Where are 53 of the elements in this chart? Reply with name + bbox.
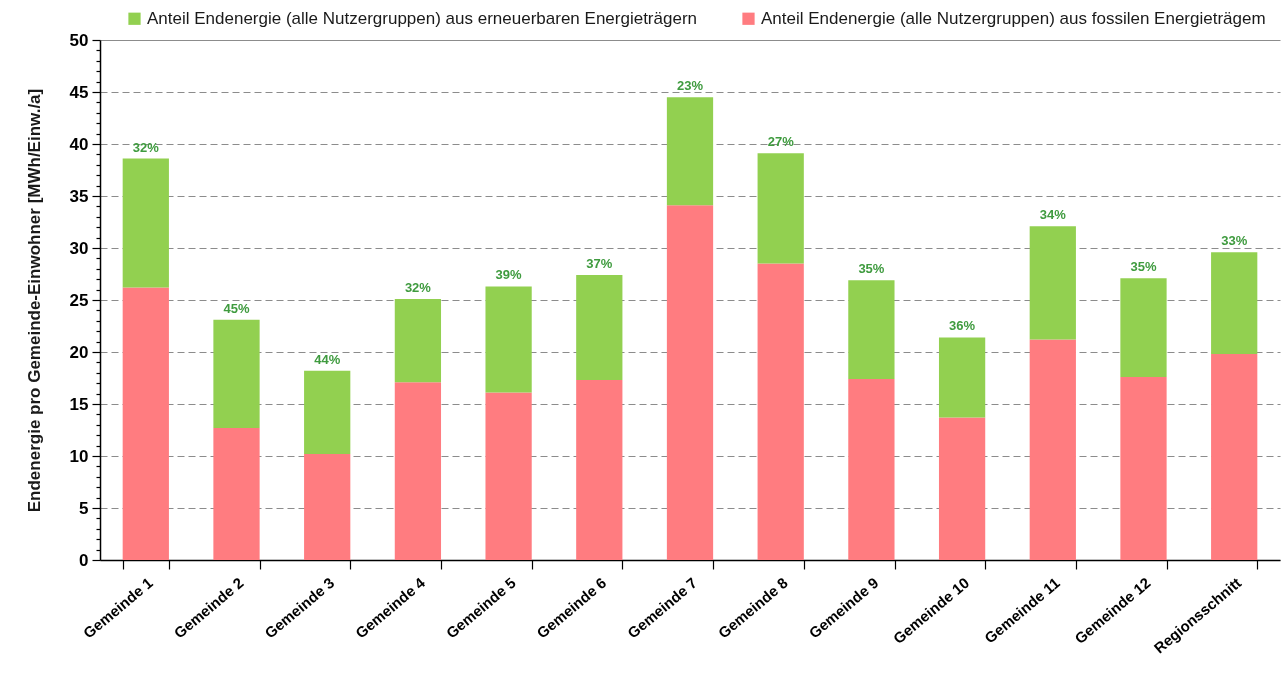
bar (213, 427, 260, 560)
bar (1029, 339, 1076, 560)
bar (666, 205, 714, 560)
bar (304, 370, 351, 454)
y-tick-label: 40 (69, 134, 89, 154)
y-tick-label: 20 (69, 342, 89, 362)
annotation: 32% (404, 279, 432, 295)
bar (848, 280, 895, 380)
bar (1211, 252, 1258, 355)
y-tick-label: 50 (69, 30, 89, 50)
legend-label: Anteil Endenergie (alle Nutzergruppen) aus fossilen Energieträgem (761, 8, 1266, 28)
annotation: 23% (676, 78, 704, 94)
annotation: 33% (1221, 233, 1248, 249)
bar (304, 453, 351, 560)
bar (394, 298, 442, 383)
bar (1120, 278, 1167, 377)
annotation: 37% (586, 256, 613, 272)
y-tick-label: 30 (69, 238, 89, 258)
bar (1120, 376, 1167, 560)
bar (848, 379, 895, 560)
y-tick-label: 15 (69, 394, 89, 414)
bar (757, 263, 804, 560)
bar (576, 380, 623, 560)
bar (576, 275, 623, 381)
annotation: 34% (1039, 207, 1067, 223)
annotation: 35% (858, 261, 885, 277)
legend-label: Anteil Endenergie (alle Nutzergruppen) aus erneuerbaren Energieträgern (147, 8, 698, 28)
annotation: 32% (132, 139, 160, 155)
annotation: 35% (1130, 259, 1157, 275)
y-tick-label: 0 (79, 550, 89, 570)
annotation: 45% (223, 300, 250, 316)
bar (938, 337, 986, 418)
bar (485, 392, 532, 560)
bar (1029, 226, 1076, 340)
bar (213, 319, 260, 428)
annotation: 44% (314, 351, 341, 367)
y-tick-label: 45 (69, 82, 89, 102)
y-tick-label: 5 (79, 498, 89, 518)
bar (666, 97, 714, 206)
y-tick-label: 25 (69, 290, 89, 310)
bar (757, 153, 804, 264)
bar (485, 286, 532, 393)
bar (122, 158, 169, 288)
bar (122, 287, 169, 560)
bar (1211, 354, 1258, 560)
y-axis-title: Endenergie pro Gemeinde-Einwohner [MWh/Einw./a] (24, 88, 44, 513)
bar (394, 382, 442, 560)
bar (938, 417, 986, 560)
y-tick-label: 10 (69, 446, 89, 466)
annotation: 39% (495, 267, 523, 283)
annotation: 27% (767, 134, 795, 150)
y-tick-label: 35 (69, 186, 89, 206)
annotation: 36% (949, 318, 976, 334)
